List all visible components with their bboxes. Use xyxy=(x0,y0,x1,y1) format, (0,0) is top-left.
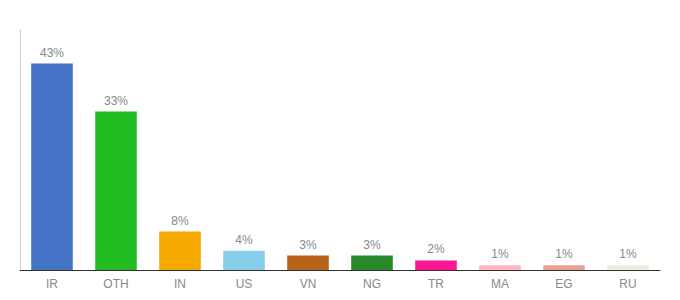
svg-text:TR: TR xyxy=(428,277,444,291)
svg-text:OTH: OTH xyxy=(103,277,128,291)
svg-text:43%: 43% xyxy=(40,46,64,60)
svg-text:EG: EG xyxy=(555,277,572,291)
svg-text:4%: 4% xyxy=(235,233,253,247)
svg-text:3%: 3% xyxy=(363,238,381,252)
svg-text:IR: IR xyxy=(46,277,58,291)
svg-text:1%: 1% xyxy=(619,247,637,261)
svg-text:MA: MA xyxy=(491,277,509,291)
svg-text:VN: VN xyxy=(300,277,317,291)
svg-text:2%: 2% xyxy=(427,242,445,256)
svg-text:1%: 1% xyxy=(491,247,509,261)
svg-text:NG: NG xyxy=(363,277,381,291)
svg-text:33%: 33% xyxy=(104,94,128,108)
svg-text:IN: IN xyxy=(174,277,186,291)
svg-text:1%: 1% xyxy=(555,247,573,261)
svg-text:3%: 3% xyxy=(299,238,317,252)
svg-text:8%: 8% xyxy=(171,214,189,228)
svg-text:RU: RU xyxy=(619,277,636,291)
svg-text:US: US xyxy=(236,277,253,291)
